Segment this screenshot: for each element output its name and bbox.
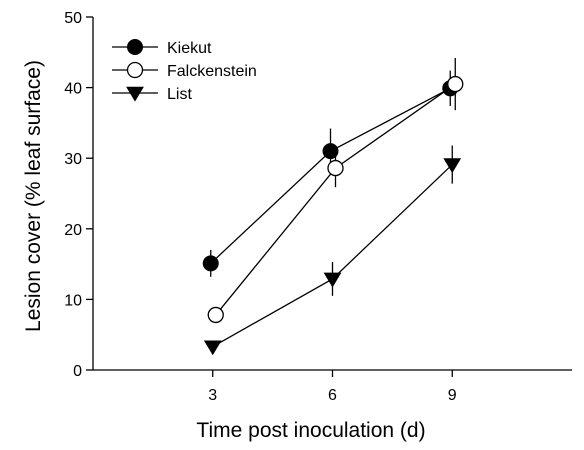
x-axis-title: Time post inoculation (d) [196, 419, 425, 442]
legend: Kiekut Falckenstein List [112, 39, 257, 103]
y-tick-label: 0 [73, 363, 82, 380]
y-tick-label: 30 [64, 151, 82, 168]
data-point [447, 75, 464, 93]
legend-marker [126, 86, 144, 102]
series-line [210, 87, 451, 264]
data-point [203, 340, 222, 356]
legend-label: Kiekut [167, 40, 212, 57]
data-point [443, 158, 462, 174]
x-tick-label: 3 [208, 387, 217, 404]
legend-label: List [167, 86, 192, 103]
y-tick-label: 20 [64, 222, 82, 239]
y-tick-label: 10 [64, 292, 82, 309]
y-axis: 0 10 20 30 40 50 [64, 10, 94, 380]
data-point [202, 255, 219, 272]
y-axis-title: Lesion cover (% leaf surface) [22, 60, 45, 332]
x-axis: 3 6 9 [93, 369, 572, 404]
data-point [322, 143, 339, 160]
legend-label: Falckenstein [167, 63, 257, 80]
x-tick-label: 6 [328, 387, 337, 404]
legend-item: Kiekut [112, 39, 212, 57]
y-tick-label: 40 [64, 81, 82, 98]
y-tick-label: 50 [64, 10, 82, 27]
data-point [323, 272, 342, 288]
legend-marker [127, 39, 143, 55]
data-point [327, 159, 344, 177]
series-falckenstein [207, 57, 464, 324]
series-line [212, 164, 453, 348]
legend-item: List [112, 86, 192, 103]
series-list [203, 145, 462, 356]
series-layer [202, 57, 464, 356]
data-point [207, 306, 224, 324]
x-tick-label: 9 [448, 387, 457, 404]
legend-item: Falckenstein [112, 61, 257, 80]
legend-marker [126, 61, 144, 79]
